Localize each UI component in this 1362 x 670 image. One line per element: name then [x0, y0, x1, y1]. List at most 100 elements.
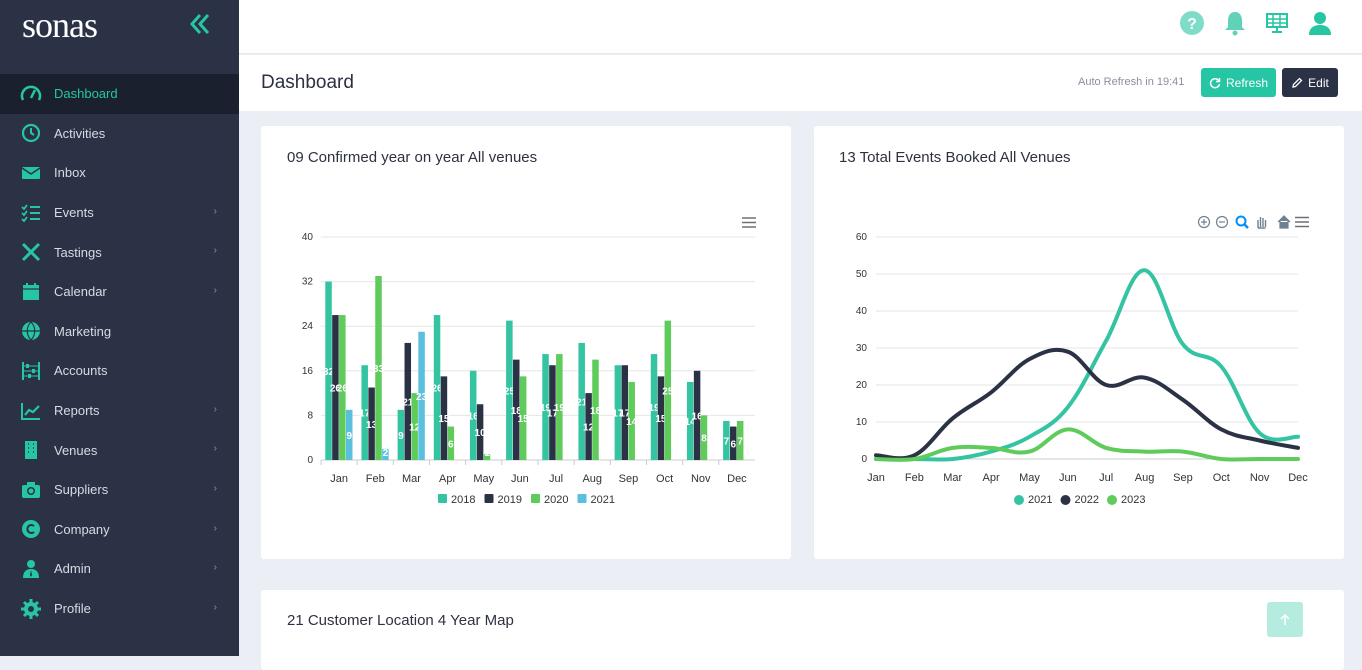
x-tick-label: Aug: [1135, 472, 1155, 484]
app-logo[interactable]: sonas: [22, 5, 98, 45]
sidebar-item-profile[interactable]: Profile ›: [0, 589, 239, 629]
sidebar-item-accounts[interactable]: Accounts: [0, 351, 239, 391]
x-tick-label: Nov: [691, 473, 711, 485]
scroll-to-top-button[interactable]: [1267, 602, 1303, 637]
sidebar-item-suppliers[interactable]: Suppliers ›: [0, 470, 239, 510]
collapse-sidebar-icon[interactable]: [186, 10, 214, 38]
pan-hand-icon[interactable]: [1257, 217, 1267, 229]
legend-label: 2018: [451, 494, 475, 506]
y-tick-label: 40: [856, 306, 868, 317]
bell-icon[interactable]: [1221, 9, 1249, 37]
data-label: 9: [398, 431, 404, 442]
y-tick-label: 16: [302, 366, 314, 377]
x-tick-label: Mar: [943, 472, 962, 484]
x-tick-label: Feb: [366, 473, 385, 485]
chevron-right-icon: ›: [213, 522, 217, 534]
bar: [736, 420, 744, 460]
y-tick-label: 32: [302, 277, 314, 288]
sidebar-item-label: Events: [54, 205, 94, 221]
sidebar-item-label: Calendar: [54, 284, 107, 300]
utensils-icon: [20, 241, 42, 263]
map-card-title: 21 Customer Location 4 Year Map: [287, 612, 514, 629]
sidebar-item-label: Admin: [54, 561, 91, 577]
data-label: 18: [590, 406, 602, 417]
y-tick-label: 0: [861, 454, 867, 465]
x-tick-label: Sep: [619, 473, 639, 485]
data-label: 19: [648, 403, 660, 414]
bar: [585, 393, 592, 460]
legend-marker: [438, 494, 447, 503]
data-label: 14: [626, 417, 638, 428]
chevron-right-icon: ›: [213, 562, 217, 574]
bar: [621, 365, 629, 460]
data-label: 16: [468, 411, 480, 422]
bar: [657, 376, 665, 460]
svg-text:?: ?: [1187, 16, 1197, 33]
user-icon[interactable]: [1306, 9, 1334, 37]
data-label: 8: [701, 434, 707, 445]
data-label: 25: [504, 386, 516, 397]
confirmed-bar-chart: 0816243240Jan3226269Feb1713332Mar9211223…: [302, 217, 756, 506]
sidebar-item-inbox[interactable]: Inbox: [0, 153, 239, 193]
sidebar-item-reports[interactable]: Reports ›: [0, 391, 239, 431]
zoom-out-icon[interactable]: [1215, 215, 1229, 229]
bar: [339, 315, 346, 460]
sidebar-item-marketing[interactable]: Marketing: [0, 312, 239, 352]
bar: [628, 381, 635, 460]
bar: [345, 409, 353, 460]
bar: [513, 359, 520, 460]
bar: [730, 426, 737, 460]
bar: [519, 376, 527, 460]
bar: [592, 359, 599, 460]
bar: [433, 315, 441, 460]
sidebar-item-admin[interactable]: Admin ›: [0, 549, 239, 589]
sidebar-item-tastings[interactable]: Tastings ›: [0, 232, 239, 272]
chart-line-icon: [20, 400, 42, 422]
zoom-selection-icon[interactable]: [1235, 215, 1249, 229]
refresh-label: Refresh: [1225, 75, 1269, 90]
sidebar-item-dashboard[interactable]: Dashboard: [0, 74, 239, 114]
zoom-in-icon[interactable]: [1197, 215, 1211, 229]
chevron-right-icon: ›: [213, 245, 217, 257]
grid-apps-icon[interactable]: [1263, 9, 1291, 37]
legend-marker: [577, 494, 587, 503]
x-tick-label: Apr: [439, 473, 456, 485]
data-label: 19: [554, 403, 566, 414]
x-tick-label: Dec: [1288, 472, 1308, 484]
x-tick-label: May: [473, 473, 494, 485]
data-label: 17: [359, 409, 371, 420]
chart-menu-icon[interactable]: [1295, 216, 1309, 228]
refresh-button[interactable]: Refresh: [1201, 68, 1276, 97]
bar: [506, 320, 513, 460]
auto-refresh-text: Auto Refresh in 19:41: [1078, 76, 1185, 88]
edit-button[interactable]: Edit: [1282, 68, 1338, 97]
data-label: 21: [576, 397, 588, 408]
bar: [469, 370, 477, 460]
sidebar-item-label: Reports: [54, 403, 100, 419]
legend-label: 2023: [1121, 494, 1145, 506]
sidebar-item-calendar[interactable]: Calendar ›: [0, 272, 239, 312]
help-icon[interactable]: ?: [1178, 9, 1206, 37]
x-tick-label: Jun: [511, 473, 529, 485]
bar: [614, 365, 622, 460]
x-tick-label: Oct: [1213, 472, 1230, 484]
y-tick-label: 20: [856, 380, 868, 391]
sidebar-item-events[interactable]: Events ›: [0, 193, 239, 233]
x-tick-label: Nov: [1250, 472, 1270, 484]
bar: [382, 448, 389, 460]
x-tick-label: Sep: [1173, 472, 1193, 484]
data-label: 2: [383, 448, 389, 459]
series-line-2022: [874, 347, 1300, 461]
home-reset-icon[interactable]: [1277, 215, 1291, 229]
data-label: 15: [438, 414, 450, 425]
data-label: 9: [346, 431, 352, 442]
y-tick-label: 30: [856, 343, 868, 354]
abacus-icon: [20, 360, 42, 382]
refresh-icon: [1209, 77, 1221, 88]
sidebar-item-venues[interactable]: Venues ›: [0, 430, 239, 470]
sidebar-item-label: Suppliers: [54, 482, 109, 498]
data-label: 12: [583, 423, 595, 434]
sidebar-item-activities[interactable]: Activities: [0, 114, 239, 154]
sidebar-item-label: Profile: [54, 601, 91, 617]
sidebar-item-company[interactable]: Company ›: [0, 510, 239, 550]
